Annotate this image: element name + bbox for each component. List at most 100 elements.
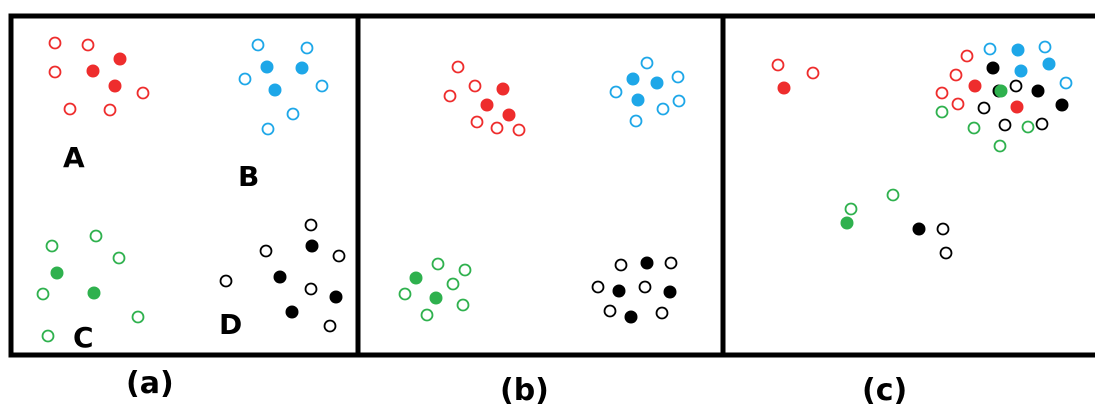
green-hollow-point xyxy=(431,257,445,271)
red-hollow-point xyxy=(81,38,95,52)
red-hollow-point xyxy=(103,103,117,117)
blue-filled-point xyxy=(631,93,645,107)
black-hollow-point xyxy=(998,118,1012,132)
red-filled-point xyxy=(502,108,516,122)
black-hollow-point xyxy=(603,304,617,318)
red-hollow-point xyxy=(512,123,526,137)
black-hollow-point xyxy=(591,280,605,294)
green-hollow-point xyxy=(1021,120,1035,134)
cluster-label-d: D xyxy=(219,308,242,341)
green-hollow-point xyxy=(993,139,1007,153)
green-filled-point xyxy=(50,266,64,280)
green-hollow-point xyxy=(844,202,858,216)
red-hollow-point xyxy=(470,115,484,129)
panel-caption-a: (a) xyxy=(126,366,174,401)
cluster-label-c: C xyxy=(73,321,94,354)
red-filled-point xyxy=(1010,100,1024,114)
red-hollow-point xyxy=(468,79,482,93)
red-hollow-point xyxy=(443,89,457,103)
black-filled-point xyxy=(329,290,343,304)
blue-filled-point xyxy=(650,76,664,90)
black-filled-point xyxy=(986,61,1000,75)
black-hollow-point xyxy=(304,218,318,232)
blue-hollow-point xyxy=(983,42,997,56)
green-hollow-point xyxy=(89,229,103,243)
black-hollow-point xyxy=(614,258,628,272)
black-hollow-point xyxy=(936,222,950,236)
green-filled-point xyxy=(87,286,101,300)
blue-filled-point xyxy=(260,60,274,74)
black-filled-point xyxy=(640,256,654,270)
black-filled-point xyxy=(624,310,638,324)
green-hollow-point xyxy=(398,287,412,301)
green-hollow-point xyxy=(886,188,900,202)
red-hollow-point xyxy=(949,68,963,82)
blue-hollow-point xyxy=(286,107,300,121)
blue-hollow-point xyxy=(609,85,623,99)
panel-b-points xyxy=(398,56,686,324)
blue-hollow-point xyxy=(671,70,685,84)
red-hollow-point xyxy=(63,102,77,116)
panel-caption-c: (c) xyxy=(862,373,907,407)
green-hollow-point xyxy=(112,251,126,265)
red-hollow-point xyxy=(451,60,465,74)
red-hollow-point xyxy=(48,65,62,79)
black-filled-point xyxy=(273,270,287,284)
green-hollow-point xyxy=(36,287,50,301)
red-hollow-point xyxy=(951,97,965,111)
black-hollow-point xyxy=(259,244,273,258)
black-hollow-point xyxy=(638,280,652,294)
panel-b-frame xyxy=(355,13,726,358)
red-hollow-point xyxy=(136,86,150,100)
cluster-label-b: B xyxy=(238,160,259,193)
black-hollow-point xyxy=(304,282,318,296)
red-hollow-point xyxy=(935,86,949,100)
blue-filled-point xyxy=(1042,57,1056,71)
blue-hollow-point xyxy=(640,56,654,70)
blue-hollow-point xyxy=(656,102,670,116)
blue-hollow-point xyxy=(672,94,686,108)
blue-filled-point xyxy=(1011,43,1025,57)
black-filled-point xyxy=(1031,84,1045,98)
red-hollow-point xyxy=(806,66,820,80)
red-filled-point xyxy=(968,79,982,93)
red-hollow-point xyxy=(771,58,785,72)
panel-c-points xyxy=(771,40,1073,260)
red-filled-point xyxy=(777,81,791,95)
green-hollow-point xyxy=(456,298,470,312)
red-filled-point xyxy=(86,64,100,78)
blue-hollow-point xyxy=(315,79,329,93)
green-filled-point xyxy=(840,216,854,230)
black-hollow-point xyxy=(1009,79,1023,93)
red-filled-point xyxy=(480,98,494,112)
green-hollow-point xyxy=(967,121,981,135)
black-filled-point xyxy=(285,305,299,319)
blue-filled-point xyxy=(268,83,282,97)
green-hollow-point xyxy=(420,308,434,322)
black-hollow-point xyxy=(655,306,669,320)
black-filled-point xyxy=(305,239,319,253)
black-hollow-point xyxy=(977,101,991,115)
black-filled-point xyxy=(663,285,677,299)
red-hollow-point xyxy=(960,49,974,63)
black-hollow-point xyxy=(939,246,953,260)
green-hollow-point xyxy=(45,239,59,253)
red-filled-point xyxy=(108,79,122,93)
blue-filled-point xyxy=(295,61,309,75)
green-filled-point xyxy=(429,291,443,305)
blue-hollow-point xyxy=(261,122,275,136)
blue-hollow-point xyxy=(1059,76,1073,90)
blue-hollow-point xyxy=(300,41,314,55)
red-filled-point xyxy=(113,52,127,66)
blue-hollow-point xyxy=(238,72,252,86)
red-filled-point xyxy=(496,82,510,96)
green-filled-point xyxy=(994,84,1008,98)
black-filled-point xyxy=(912,222,926,236)
cluster-label-a: A xyxy=(63,141,85,174)
panel-a-points xyxy=(36,36,346,343)
green-hollow-point xyxy=(131,310,145,324)
green-hollow-point xyxy=(935,105,949,119)
panel-caption-b: (b) xyxy=(500,373,549,407)
blue-filled-point xyxy=(626,72,640,86)
